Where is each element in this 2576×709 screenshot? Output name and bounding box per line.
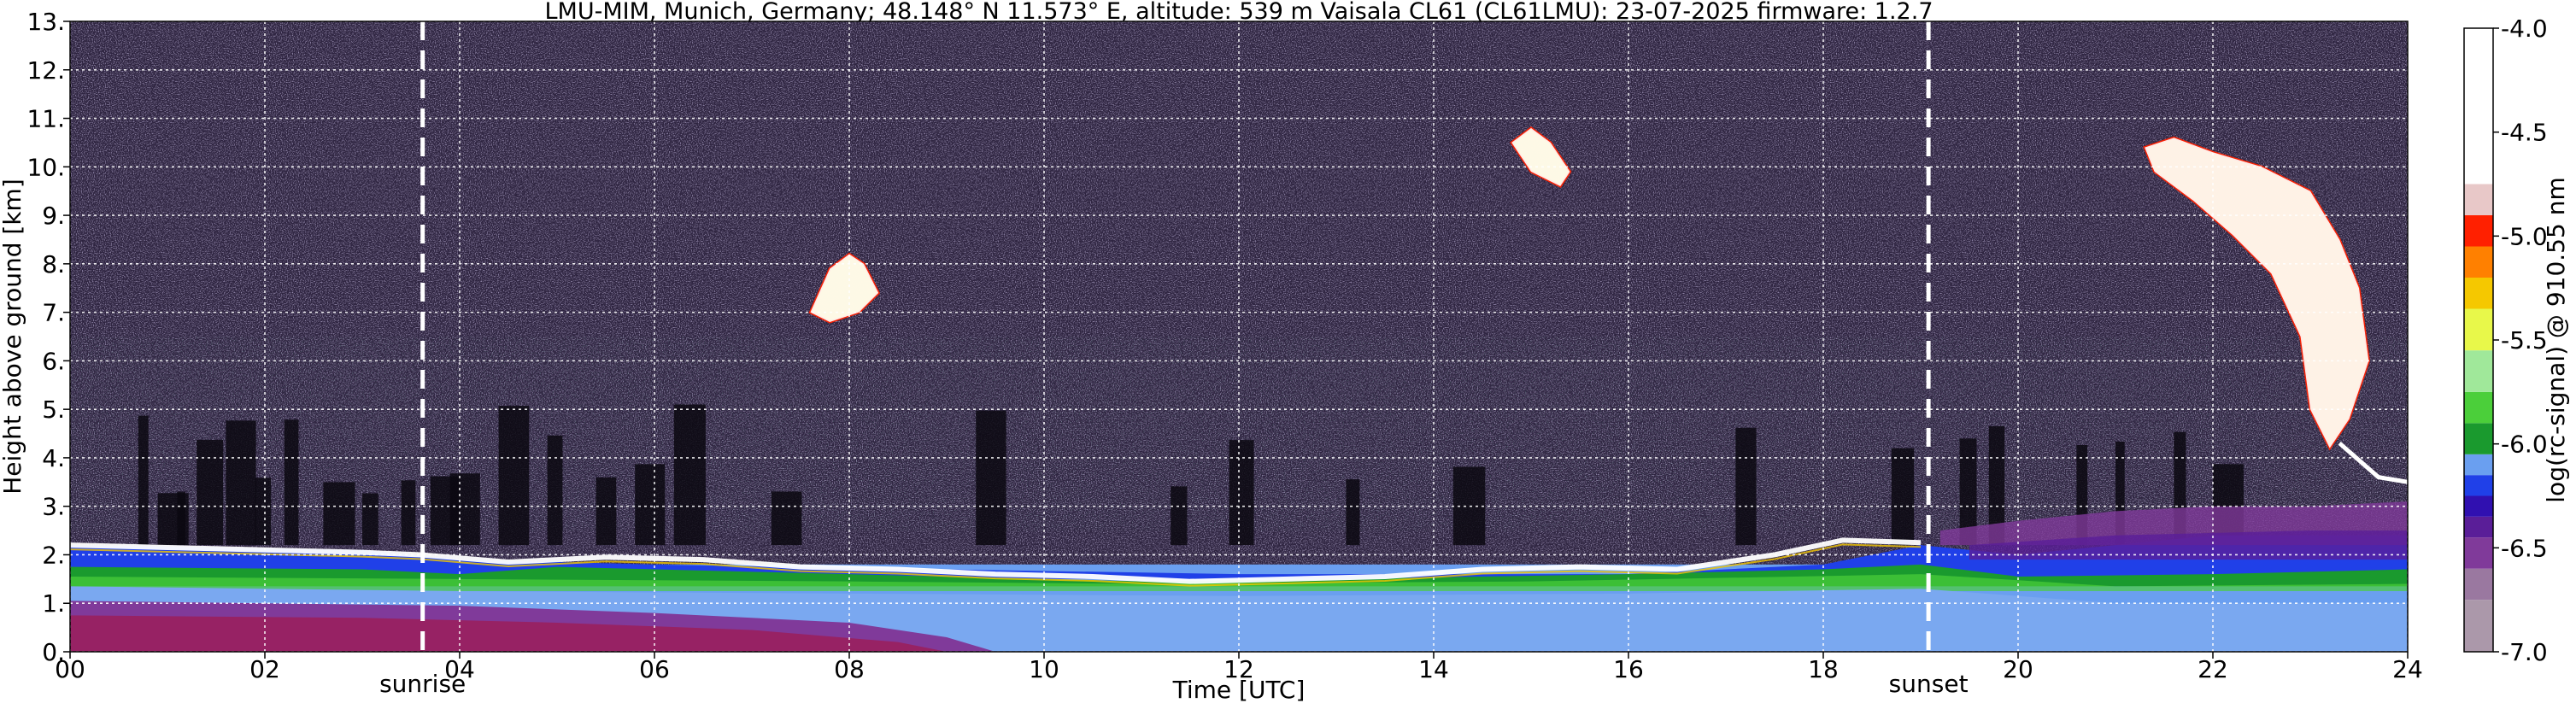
low-signal-column [284,419,299,546]
low-signal-column [498,406,530,546]
y-tick-label: 13. [26,8,65,36]
x-axis-label: Time [UTC] [1172,676,1306,704]
colorbar-segment [2464,391,2493,424]
x-tick-label: 02 [249,655,280,683]
low-signal-column [449,473,480,546]
low-signal-column [1988,426,2005,546]
x-tick-label: 22 [2198,655,2228,683]
x-tick-label: 00 [55,655,85,683]
low-signal-column [635,464,666,546]
y-tick-label: 7. [42,299,65,327]
low-signal-column [177,491,185,546]
y-axis-label: Height above ground [km] [0,179,26,495]
low-signal-column [547,435,563,546]
colorbar-tick-label: -5.0 [2501,222,2548,250]
colorbar-segment [2464,28,2493,185]
y-tick-label: 4. [42,444,65,472]
x-tick-label: 14 [1418,655,1449,683]
cloud-evening-tail [2338,442,2408,484]
colorbar-segment [2464,246,2493,278]
y-tick-label: 11. [26,105,65,133]
y-tick-label: 8. [42,250,65,278]
cloud-evening-core [2145,138,2369,448]
colorbar-segment [2464,350,2493,392]
annotation-labels: sunrise sunset [379,670,1968,698]
colorbar-segment [2464,423,2493,454]
y-tick-label: 6. [42,347,65,375]
low-signal-column [138,415,149,546]
colorbar-tick-label: -6.0 [2501,431,2548,459]
y-tick-label: 3. [42,493,65,521]
low-signal-column [1346,479,1360,546]
x-tick-label: 04 [444,655,475,683]
low-signal-column [362,493,378,546]
x-tick-label: 06 [639,655,670,683]
colorbar-label: log(rc-signal) @ 910.55 nm [2542,177,2570,502]
cloud-afternoon-core [1511,127,1570,187]
annotation-label: sunrise [379,670,466,698]
colorbar-segment [2464,537,2493,569]
colorbar-segment [2464,516,2493,538]
y-tick-label: 10. [26,153,65,181]
colorbar-tick-label: -4.0 [2501,15,2548,43]
boundary-layer-top [70,537,1922,584]
boundary-layer-top-edge [70,543,1922,587]
low-signal-column [976,410,1006,546]
colorbar-segment [2464,600,2493,652]
x-axis-ticks: 00 02 04 06 08 10 12 14 16 18 20 22 24 [55,652,2423,683]
y-tick-label: 5. [42,396,65,424]
colorbar-segment [2464,495,2493,517]
chart-title: LMU-MIM, Munich, Germany; 48.148° N 11.5… [544,0,1933,25]
y-axis-ticks: 0. 1. 2. 3. 4. 5. 6. 7. 8. 9. 10. 11. 12. 13. [26,8,70,666]
colorbar-tick-label: -6.5 [2501,534,2548,562]
cloud-morning-core [810,254,879,322]
colorbar-segment [2464,568,2493,601]
low-signal-column [323,482,355,546]
x-tick-label: 12 [1223,655,1254,683]
low-signal-column [1171,486,1188,546]
low-signal-column [226,420,256,546]
x-tick-label: 18 [1808,655,1839,683]
x-tick-label: 20 [2003,655,2033,683]
aerosol-layer-dark-blue [70,535,2408,579]
colorbar: -7.0 -6.5 -6.0 -5.5 -5.0 -4.5 -4.0 [2463,15,2548,666]
y-tick-label: 0. [42,638,65,666]
low-signal-column [2115,441,2125,546]
residual-layer-red [70,615,947,652]
colorbar-tick-label: -5.5 [2501,326,2548,354]
colorbar-tick-label: -7.0 [2501,638,2548,666]
x-tick-label: 10 [1029,655,1059,683]
colorbar-tick-label: -4.5 [2501,119,2548,147]
low-signal-column [673,404,706,546]
colorbar-segment [2464,184,2493,215]
annotation-lines [420,21,1931,652]
low-signal-column [401,480,416,546]
x-tick-label: 24 [2392,655,2423,683]
y-tick-label: 2. [42,541,65,569]
low-signal-column [1891,448,1915,546]
colorbar-segment [2464,308,2493,351]
colorbar-segment [2464,454,2493,476]
evening-layer-violet [1969,530,2408,560]
colorbar-segment [2464,278,2493,309]
x-tick-label: 16 [1613,655,1644,683]
low-signal-column [197,439,224,546]
low-signal-column [1735,427,1757,546]
colorbar-segment [2464,475,2493,496]
low-signal-column [255,478,272,546]
y-tick-label: 9. [42,202,65,230]
low-signal-column [1959,438,1977,546]
grid-lines [70,21,2408,652]
x-tick-label: 08 [834,655,865,683]
annotation-label: sunset [1889,670,1969,698]
low-signal-column [596,477,617,546]
y-tick-label: 1. [42,589,65,618]
low-signal-column [771,491,802,546]
colorbar-segment [2464,215,2493,247]
low-signal-column [1229,440,1254,546]
y-tick-label: 12. [26,56,65,85]
